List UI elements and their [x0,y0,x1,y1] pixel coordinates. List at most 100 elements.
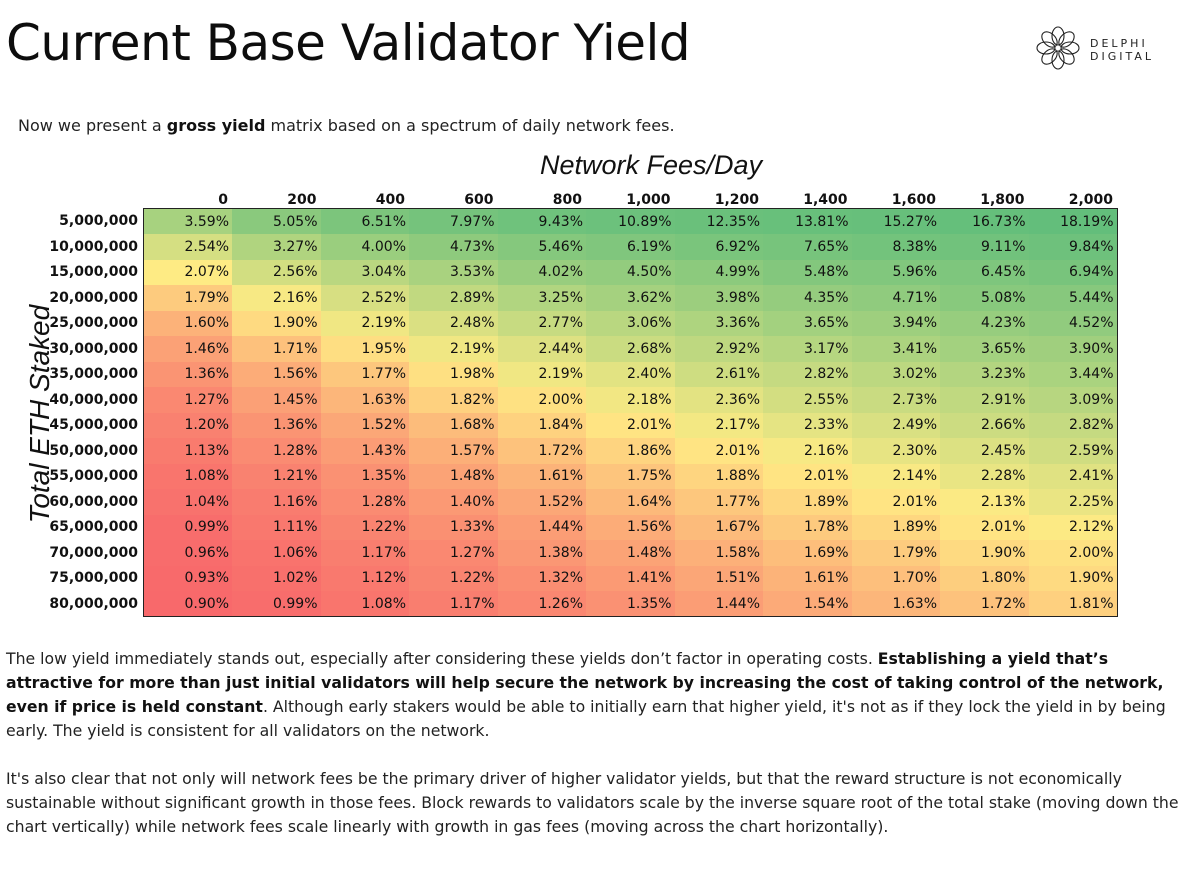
yield-cell: 7.65% [763,234,852,260]
yield-cell: 4.71% [851,285,940,311]
yield-cell: 2.45% [940,438,1029,464]
row-header: 55,000,000 [49,468,138,485]
yield-cell: 2.66% [940,412,1029,438]
yield-cell: 6.51% [320,208,409,234]
yield-cell: 3.59% [143,208,232,234]
yield-cell: 1.48% [586,540,675,566]
column-header: 1,800 [980,192,1025,208]
yield-cell: 2.19% [320,310,409,336]
yield-cell: 2.89% [409,285,498,311]
yield-cell: 1.26% [497,591,586,617]
table-row: 40,000,000 1.27% 1.45% 1.63% 1.82% 2.00% 2.18%… [44,387,1118,413]
yield-cell: 2.16% [232,285,321,311]
yield-cell: 5.46% [497,234,586,260]
yield-cell: 1.48% [409,463,498,489]
yield-cell: 2.59% [1028,438,1118,464]
yield-cell: 0.93% [143,565,232,591]
paragraph-1: The low yield immediately stands out, es… [6,647,1192,742]
column-header: 1,200 [714,192,759,208]
yield-cell: 1.35% [586,591,675,617]
yield-cell: 2.30% [851,438,940,464]
yield-cell: 1.72% [940,591,1029,617]
intro-bold: gross yield [166,116,266,135]
yield-cell: 3.02% [851,361,940,387]
yield-cell: 9.84% [1028,234,1118,260]
paragraph-1-text-a: The low yield immediately stands out, es… [6,649,878,668]
yield-cell: 1.61% [497,463,586,489]
yield-cell: 2.12% [1028,514,1118,540]
yield-cell: 12.35% [674,208,763,234]
page-title: Current Base Validator Yield [6,14,691,72]
yield-cell: 0.96% [143,540,232,566]
yield-cell: 1.41% [586,565,675,591]
yield-cell: 1.70% [851,565,940,591]
row-header: 45,000,000 [49,417,138,434]
yield-cell: 2.17% [674,412,763,438]
yield-cell: 2.00% [1028,540,1118,566]
yield-cell: 1.52% [497,489,586,515]
intro-after: matrix based on a spectrum of daily netw… [265,116,675,135]
yield-cell: 1.44% [674,591,763,617]
yield-cell: 6.45% [940,259,1029,285]
row-header: 5,000,000 [59,213,138,230]
yield-cell: 2.82% [1028,412,1118,438]
yield-cell: 2.48% [409,310,498,336]
yield-cell: 6.92% [674,234,763,260]
yield-cell: 4.23% [940,310,1029,336]
yield-cell: 5.96% [851,259,940,285]
column-header: 1,000 [626,192,671,208]
yield-cell: 1.89% [763,489,852,515]
row-header: 65,000,000 [49,519,138,536]
yield-cell: 4.50% [586,259,675,285]
yield-cell: 0.90% [143,591,232,617]
yield-cell: 3.04% [320,259,409,285]
yield-cell: 1.88% [674,463,763,489]
column-header: 1,400 [803,192,848,208]
yield-cell: 4.02% [497,259,586,285]
yield-cell: 1.60% [143,310,232,336]
yield-cell: 1.63% [851,591,940,617]
table-row: 15,000,000 2.07% 2.56% 3.04% 3.53% 4.02% 4.50%… [44,259,1118,285]
yield-cell: 3.23% [940,361,1029,387]
yield-cell: 15.27% [851,208,940,234]
yield-cell: 1.78% [763,514,852,540]
yield-cell: 2.68% [586,336,675,362]
yield-cell: 3.98% [674,285,763,311]
yield-cell: 4.73% [409,234,498,260]
yield-cell: 18.19% [1028,208,1118,234]
yield-matrix: 0 200 400 600 800 1,000 1,200 1,400 1,600 1,800 2,… [44,184,1118,617]
yield-cell: 1.32% [497,565,586,591]
yield-cell: 1.69% [763,540,852,566]
yield-cell: 2.61% [674,361,763,387]
yield-cell: 2.41% [1028,463,1118,489]
yield-cell: 1.28% [320,489,409,515]
table-row: 75,000,000 0.93% 1.02% 1.12% 1.22% 1.32% 1.41%… [44,565,1118,591]
column-header: 800 [552,192,582,208]
yield-cell: 6.19% [586,234,675,260]
column-header: 400 [375,192,405,208]
yield-cell: 5.08% [940,285,1029,311]
row-header: 50,000,000 [49,442,138,459]
yield-cell: 2.92% [674,336,763,362]
yield-cell: 2.01% [763,463,852,489]
yield-cell: 1.46% [143,336,232,362]
yield-cell: 3.62% [586,285,675,311]
yield-cell: 1.67% [674,514,763,540]
yield-cell: 4.35% [763,285,852,311]
table-row: 50,000,000 1.13% 1.28% 1.43% 1.57% 1.72% 1.86%… [44,438,1118,464]
column-header: 2,000 [1068,192,1113,208]
yield-cell: 9.11% [940,234,1029,260]
yield-cell: 3.44% [1028,361,1118,387]
yield-cell: 2.00% [497,387,586,413]
paragraph-1-text-b: . Although early stakers would be able t… [6,696,1166,740]
yield-cell: 2.13% [940,489,1029,515]
row-header: 40,000,000 [49,391,138,408]
yield-cell: 1.61% [763,565,852,591]
table-row: 45,000,000 1.20% 1.36% 1.52% 1.68% 1.84% 2.01%… [44,412,1118,438]
row-header: 60,000,000 [49,493,138,510]
yield-cell: 1.06% [232,540,321,566]
yield-cell: 1.21% [232,463,321,489]
yield-cell: 1.86% [586,438,675,464]
row-header: 25,000,000 [49,315,138,332]
table-row: 20,000,000 1.79% 2.16% 2.52% 2.89% 3.25% 3.62%… [44,285,1118,311]
